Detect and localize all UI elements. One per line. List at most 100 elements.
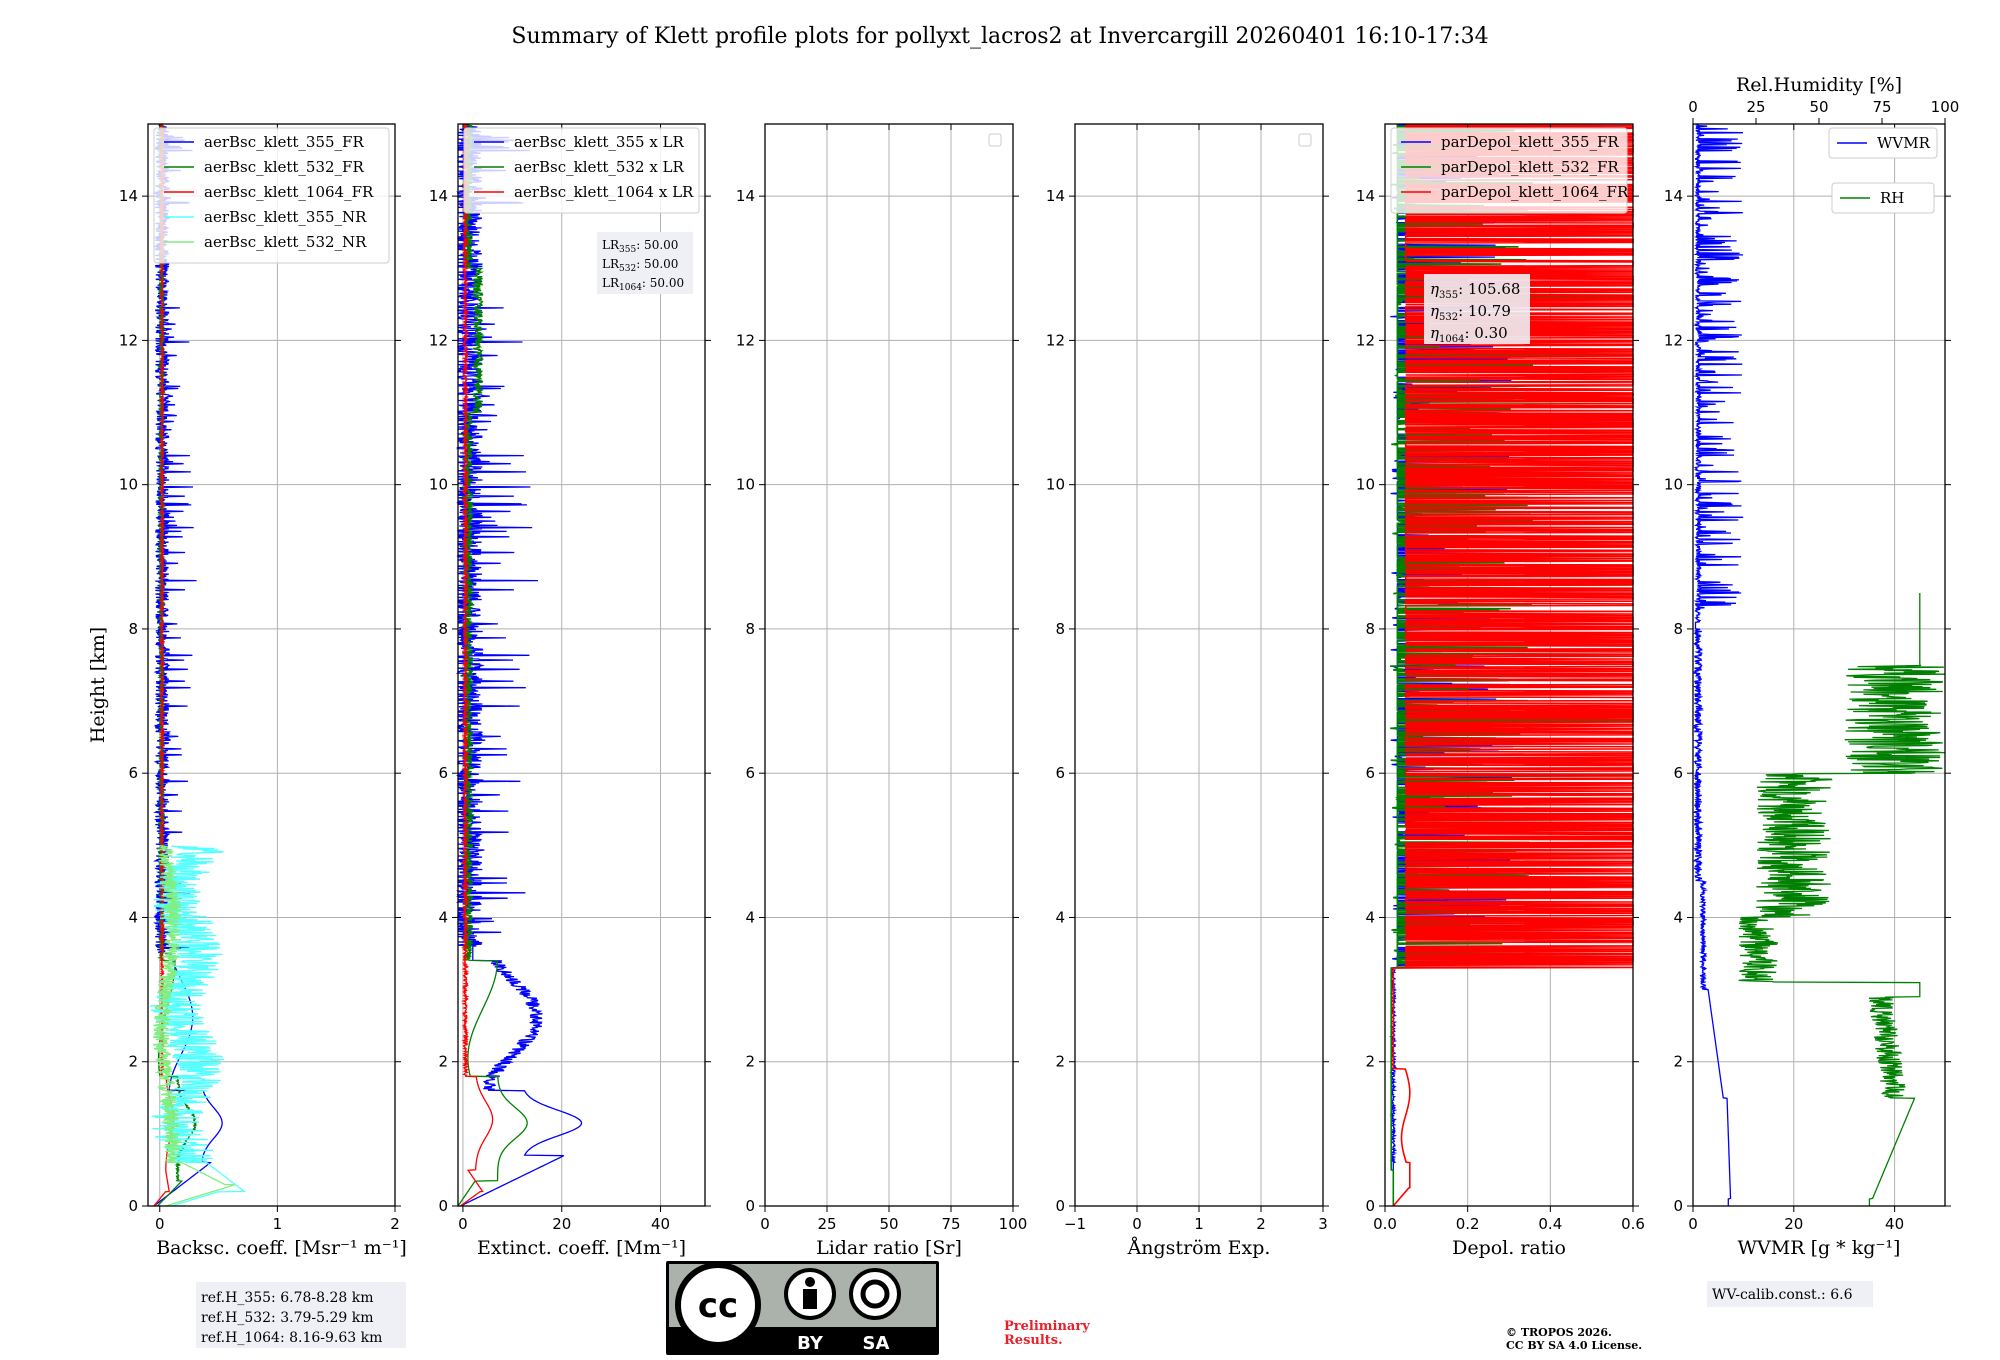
wv-calib-box: WV-calib.const.: 6.6 xyxy=(1707,1281,1873,1307)
y-tick-label: 2 xyxy=(1673,1053,1683,1071)
cc-icon: cc xyxy=(698,1286,738,1326)
y-tick-label: 8 xyxy=(1365,620,1375,638)
y-tick-label: 4 xyxy=(1673,908,1683,926)
top-tick-label: 25 xyxy=(1746,98,1765,116)
panel-dep: 0.0 0.2 0.4 0.6 0 2 4 6 8 10 12 14 Depol. ratio parDe… xyxy=(1356,123,1645,1259)
copyright-line-1: © TROPOS 2026. xyxy=(1506,1326,1612,1339)
empty-legend xyxy=(1298,133,1312,147)
top-tick-label: 50 xyxy=(1809,98,1828,116)
annotations: ref.H_355: 6.78-8.28 km ref.H_532: 3.79-5… xyxy=(196,232,1873,1348)
y-tick-label: 4 xyxy=(438,908,448,926)
x-axis-label-dep: Depol. ratio xyxy=(1452,1237,1566,1259)
y-tick-label: 0 xyxy=(1673,1197,1683,1215)
y-tick-label: 10 xyxy=(429,476,448,494)
x-tick-label: 0.4 xyxy=(1538,1215,1562,1233)
cc-license-badge[interactable]: cc BY SA xyxy=(666,1261,939,1355)
y-tick-label: 10 xyxy=(736,476,755,494)
x-tick-label: 1 xyxy=(273,1215,283,1233)
preliminary-line-2: Results. xyxy=(1004,1333,1063,1348)
x-tick-label: 3 xyxy=(1318,1215,1328,1233)
x-tick-label: 20 xyxy=(1784,1215,1803,1233)
y-tick-label: 6 xyxy=(1673,764,1683,782)
y-tick-label: 14 xyxy=(429,187,448,205)
legend-label: RH xyxy=(1880,189,1904,207)
y-tick-label: 4 xyxy=(128,908,138,926)
y-tick-label: 14 xyxy=(736,187,755,205)
wv-calib-text: WV-calib.const.: 6.6 xyxy=(1712,1287,1853,1303)
lidar-ratio-box: LR355: 50.00 LR532: 50.00 LR1064: 50.00 xyxy=(597,232,693,294)
x-tick-label: 40 xyxy=(1885,1215,1904,1233)
y-tick-label: 2 xyxy=(745,1053,755,1071)
series-aerBsc_klett_532 x LR xyxy=(457,123,528,1207)
y-axis-label: Height [km] xyxy=(87,627,109,743)
y-tick-label: 4 xyxy=(1055,908,1065,926)
lidar-ratio-line: LR1064: 50.00 xyxy=(602,276,684,293)
x-axis-label-ext: Extinct. coeff. [Mm⁻¹] xyxy=(477,1237,686,1259)
x-tick-label: 0.0 xyxy=(1373,1215,1397,1233)
legend-label: parDepol_klett_1064_FR xyxy=(1441,183,1629,201)
y-tick-label: 12 xyxy=(429,331,448,349)
y-tick-label: 8 xyxy=(745,620,755,638)
x-axis-label-ae: Ångström Exp. xyxy=(1127,1237,1271,1259)
legend-bsc: aerBsc_klett_355_FR aerBsc_klett_532_FRae… xyxy=(153,127,390,264)
panel-lr: 0 25 50 75 100 0 2 4 6 8 10 12 14 Lidar ratio [Sr] xyxy=(736,123,1027,1259)
legend-ext: aerBsc_klett_355 x LR aerBsc_klett_532 x … xyxy=(463,127,700,214)
legend-RH: RH xyxy=(1831,182,1935,214)
y-tick-label: 10 xyxy=(119,476,138,494)
x-tick-label: 0 xyxy=(155,1215,165,1233)
top-axis-label: Rel.Humidity [%] xyxy=(1736,74,1902,96)
y-tick-label: 0 xyxy=(1365,1197,1375,1215)
y-tick-label: 14 xyxy=(1664,187,1683,205)
y-tick-label: 6 xyxy=(128,764,138,782)
y-tick-label: 12 xyxy=(1664,331,1683,349)
y-tick-label: 4 xyxy=(1365,908,1375,926)
ref-height-line: ref.H_1064: 8.16-9.63 km xyxy=(201,1330,382,1346)
x-tick-label: 40 xyxy=(651,1215,670,1233)
legend-label: aerBsc_klett_532_NR xyxy=(204,233,367,251)
x-tick-label: 75 xyxy=(941,1215,960,1233)
y-tick-label: 8 xyxy=(1673,620,1683,638)
ref-height-line: ref.H_532: 3.79-5.29 km xyxy=(201,1310,374,1326)
lidar-ratio-line: LR355: 50.00 xyxy=(602,238,678,255)
legend-label: aerBsc_klett_1064_FR xyxy=(204,183,374,201)
x-tick-label: 0 xyxy=(1132,1215,1142,1233)
preliminary-line-1: Preliminary xyxy=(1004,1319,1090,1334)
empty-legend xyxy=(988,133,1002,147)
legend-label: aerBsc_klett_532_FR xyxy=(204,158,364,176)
by-label: BY xyxy=(797,1333,824,1354)
x-tick-label: 50 xyxy=(879,1215,898,1233)
x-tick-label: 20 xyxy=(552,1215,571,1233)
y-tick-label: 6 xyxy=(1055,764,1065,782)
x-tick-label: 2 xyxy=(390,1215,400,1233)
y-tick-label: 10 xyxy=(1046,476,1065,494)
x-tick-label: 1 xyxy=(1194,1215,1204,1233)
y-tick-label: 12 xyxy=(119,331,138,349)
x-tick-label: 0 xyxy=(1688,1215,1698,1233)
series-WVMR xyxy=(1692,123,1744,1206)
x-tick-label: −1 xyxy=(1064,1215,1086,1233)
y-tick-label: 8 xyxy=(1055,620,1065,638)
y-tick-label: 0 xyxy=(128,1197,138,1215)
top-tick-label: 100 xyxy=(1931,98,1960,116)
plot-frame xyxy=(1692,123,1946,1207)
y-tick-label: 12 xyxy=(1046,331,1065,349)
legend-WVMR: WVMR xyxy=(1828,127,1938,159)
y-tick-label: 14 xyxy=(119,187,138,205)
legend-label: WVMR xyxy=(1877,134,1931,152)
copyright-line-2: CC BY SA 4.0 License. xyxy=(1506,1339,1642,1352)
y-tick-label: 8 xyxy=(438,620,448,638)
ref-heights-box: ref.H_355: 6.78-8.28 km ref.H_532: 3.79-5… xyxy=(196,1282,406,1348)
x-tick-label: 25 xyxy=(817,1215,836,1233)
legend-label: aerBsc_klett_355 x LR xyxy=(514,133,685,151)
sa-label: SA xyxy=(863,1333,890,1354)
y-tick-label: 8 xyxy=(128,620,138,638)
y-tick-label: 12 xyxy=(1356,331,1375,349)
eta-line: η355: 105.68 xyxy=(1430,280,1520,301)
top-tick-label: 0 xyxy=(1688,98,1698,116)
y-tick-label: 4 xyxy=(745,908,755,926)
series-aerBsc_klett_532_NR xyxy=(152,845,235,1207)
